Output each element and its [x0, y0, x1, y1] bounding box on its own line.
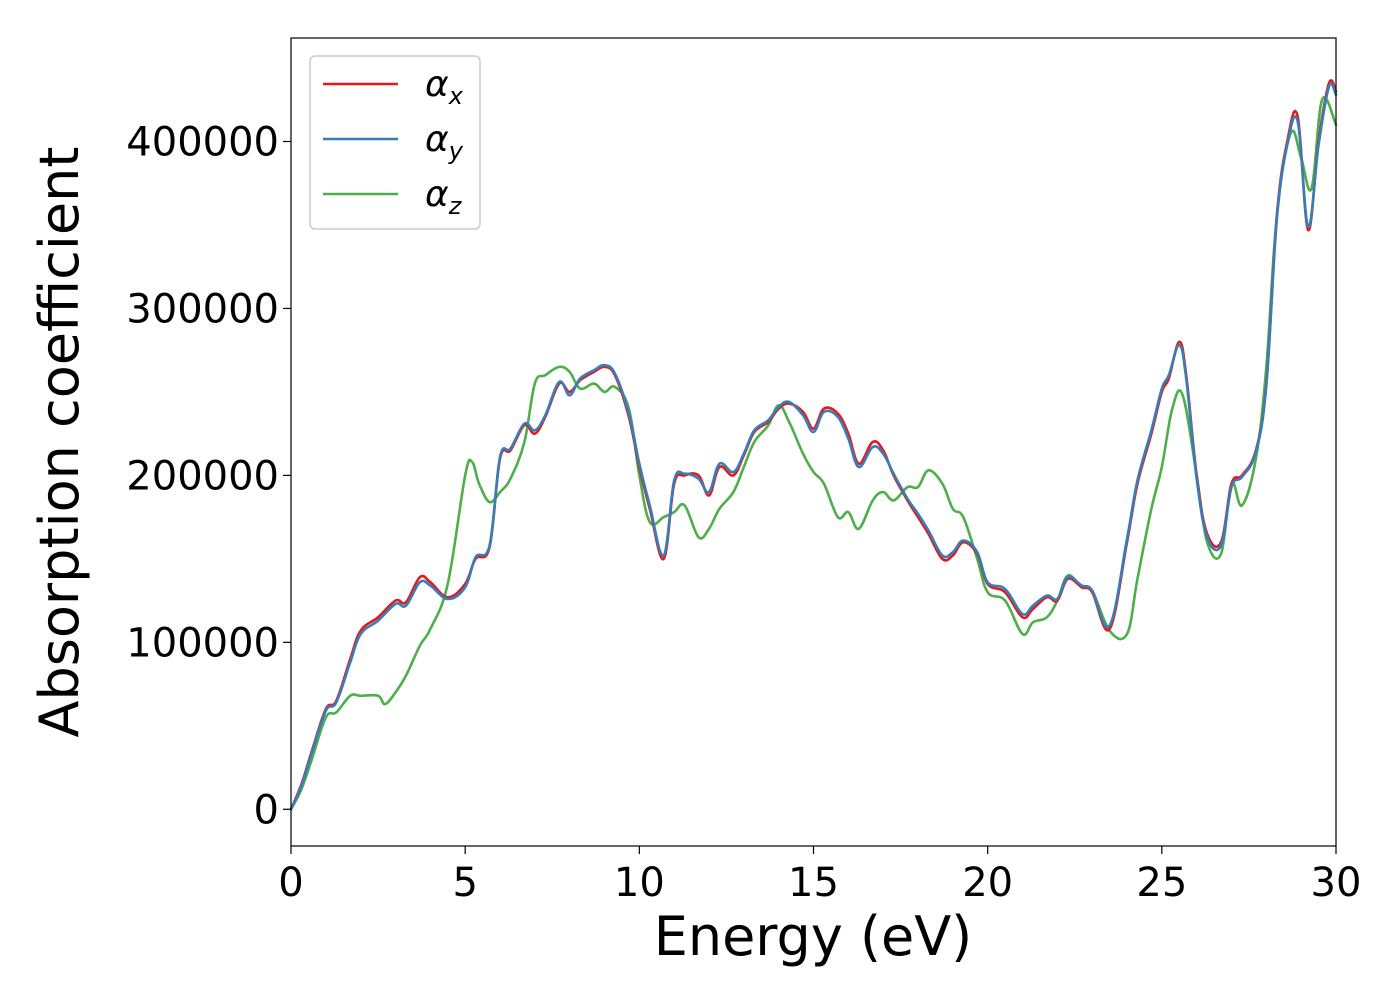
legend-subscript: x [448, 82, 464, 110]
series-line-y [289, 82, 1338, 811]
legend-label-z: αz [425, 174, 463, 220]
x-tick-label: 15 [788, 860, 839, 906]
legend-symbol: α [425, 174, 449, 215]
x-tick-label: 20 [962, 860, 1013, 906]
y-axis-label: Absorption coefficient [28, 147, 91, 738]
series-line-z [289, 96, 1338, 811]
x-tick-label: 25 [1136, 860, 1187, 906]
legend-label-x: αx [425, 64, 464, 110]
legend-label-y: αy [425, 119, 464, 165]
legend-subscript: y [448, 137, 464, 165]
x-tick-label: 10 [614, 860, 665, 906]
y-tick-label: 200000 [126, 453, 279, 499]
legend-subscript: z [448, 192, 463, 220]
legend-symbol: α [425, 64, 449, 105]
x-axis-label: Energy (eV) [654, 905, 973, 968]
x-axis: 0 5 10 15 20 25 30 [278, 846, 1361, 906]
series-layer [289, 79, 1338, 811]
legend-symbol: α [425, 119, 449, 160]
y-tick-label: 400000 [126, 120, 279, 166]
y-tick-label: 100000 [126, 620, 279, 666]
x-tick-label: 0 [278, 860, 303, 906]
x-tick-label: 30 [1311, 860, 1362, 906]
legend-box [309, 55, 481, 230]
y-tick-label: 0 [254, 787, 279, 833]
y-tick-label: 300000 [126, 286, 279, 332]
y-axis: 0 100000 200000 300000 400000 [126, 120, 291, 833]
x-tick-label: 5 [452, 860, 477, 906]
